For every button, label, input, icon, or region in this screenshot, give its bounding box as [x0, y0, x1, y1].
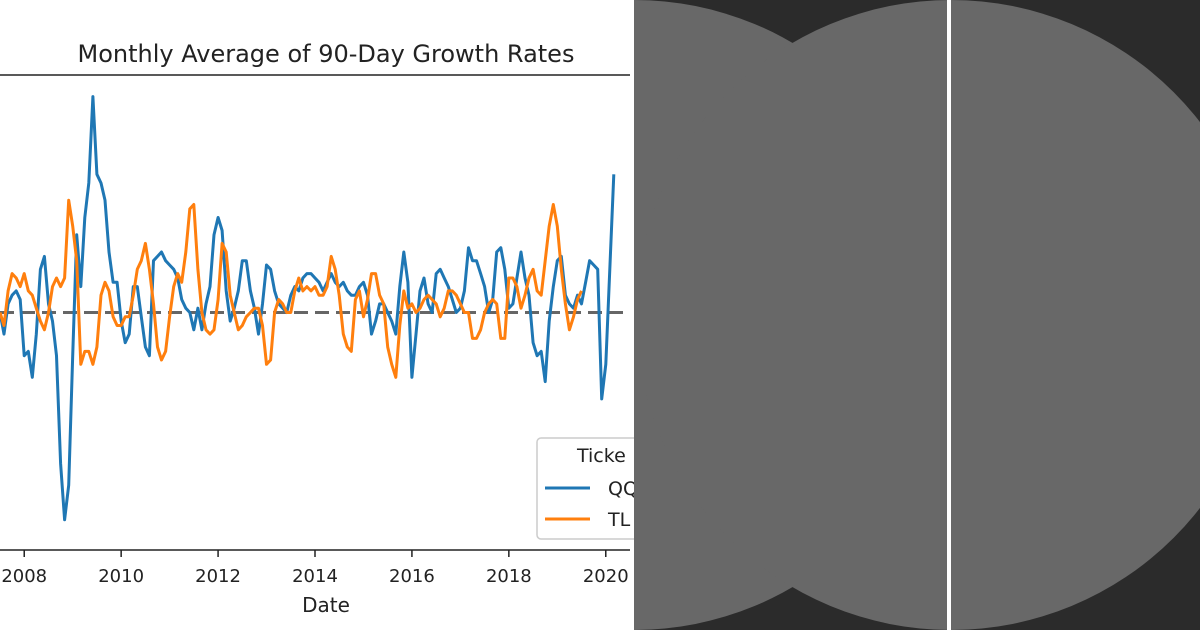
x-tick-label-2016: 2016: [389, 566, 435, 587]
half-circle-right: [636, 0, 1200, 630]
x-tick-label-2012: 2012: [195, 566, 241, 587]
chart-panel: Monthly Average of 90-Day Growth Rates 2…: [0, 40, 634, 617]
chart-title: Monthly Average of 90-Day Growth Rates: [78, 40, 575, 68]
panel-left-clip-mask: [947, 0, 951, 630]
dark-image-panels: [319, 0, 1200, 630]
series-line-tlt: [0, 198, 583, 379]
circle-panels: [319, 0, 1200, 630]
x-tick-label-2018: 2018: [486, 566, 532, 587]
x-tick-label-2008: 2008: [1, 566, 47, 587]
x-tick-label-2014: 2014: [292, 566, 338, 587]
legend: Ticke QQ TL: [536, 437, 634, 540]
series-layer: [0, 95, 616, 522]
x-axis-label: Date: [302, 593, 350, 617]
legend-label-tlt: TL: [607, 509, 631, 531]
x-tick-label-2020: 2020: [583, 566, 629, 587]
legend-title: Ticke: [576, 445, 626, 467]
x-tick-label-2010: 2010: [98, 566, 144, 587]
x-tick-layer: 2008 2010 2012 2014 2016 2018 2020: [1, 550, 629, 587]
series-line-qqq: [0, 95, 616, 522]
line-chart: Monthly Average of 90-Day Growth Rates 2…: [0, 40, 634, 617]
legend-label-qqq: QQ: [608, 478, 634, 500]
